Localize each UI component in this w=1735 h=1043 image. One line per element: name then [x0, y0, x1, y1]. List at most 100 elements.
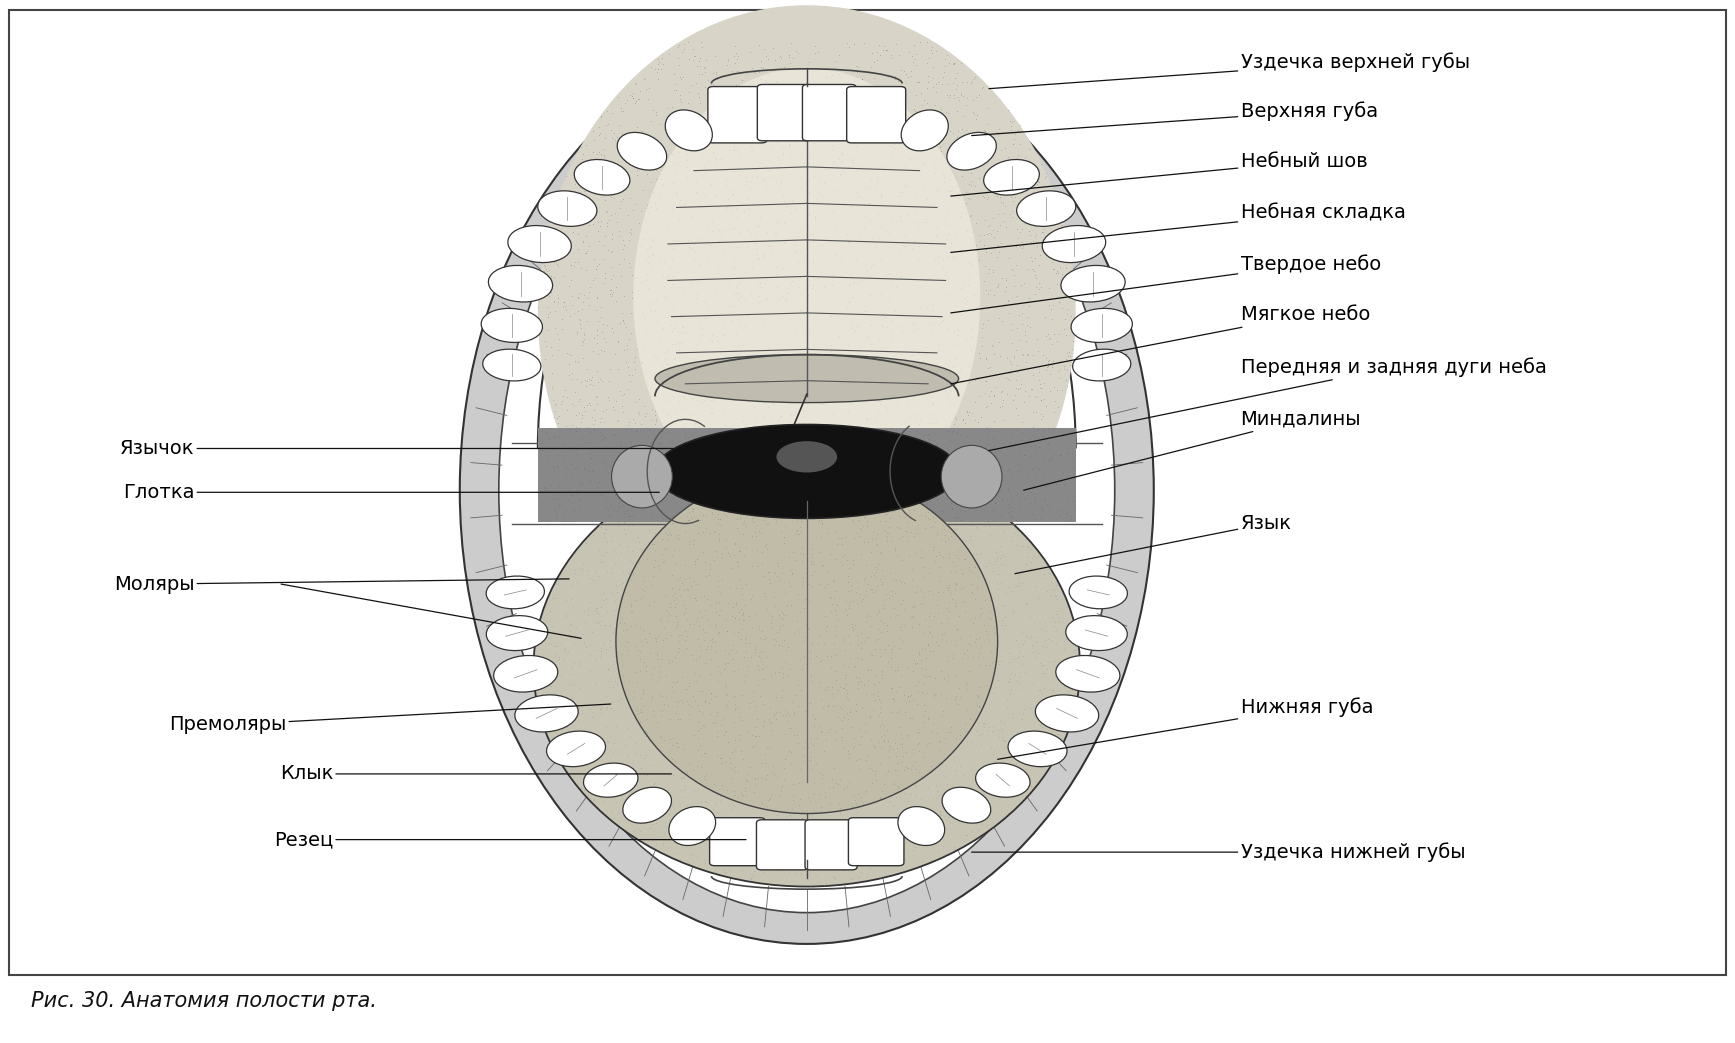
Point: [791, 345, 819, 362]
Point: [756, 417, 784, 434]
Point: [906, 411, 933, 428]
Point: [618, 648, 645, 664]
Point: [750, 696, 777, 712]
Point: [703, 549, 730, 565]
Point: [720, 713, 748, 730]
Point: [739, 522, 767, 538]
Point: [687, 333, 715, 349]
Point: [857, 237, 885, 253]
Point: [788, 73, 815, 90]
Point: [847, 673, 874, 689]
Point: [911, 664, 939, 681]
Point: [555, 629, 583, 646]
Point: [566, 405, 593, 421]
Point: [840, 355, 868, 371]
Point: [996, 579, 1024, 596]
Point: [921, 685, 949, 702]
Point: [654, 732, 682, 749]
Point: [569, 337, 597, 354]
Point: [665, 724, 692, 741]
Point: [935, 382, 963, 398]
Point: [796, 820, 824, 836]
Point: [836, 392, 864, 409]
Point: [954, 503, 982, 519]
Point: [736, 593, 763, 610]
Point: [687, 58, 715, 75]
Point: [930, 753, 958, 770]
Point: [933, 610, 961, 627]
Point: [701, 224, 729, 241]
Point: [946, 543, 973, 560]
Point: [625, 282, 652, 298]
Point: [756, 126, 784, 143]
Point: [928, 807, 956, 824]
Point: [779, 459, 807, 476]
Point: [748, 826, 776, 843]
Point: [758, 747, 786, 763]
Point: [701, 147, 729, 164]
Point: [722, 325, 750, 342]
Point: [723, 421, 751, 438]
Point: [644, 525, 671, 541]
Point: [578, 423, 606, 440]
Point: [887, 156, 914, 173]
Point: [819, 698, 847, 714]
Point: [942, 562, 970, 579]
Point: [791, 645, 819, 661]
Point: [703, 467, 730, 484]
Point: [635, 729, 663, 746]
Point: [979, 337, 1006, 354]
Point: [711, 726, 739, 743]
Point: [734, 307, 762, 323]
Point: [633, 280, 661, 296]
Point: [654, 99, 682, 116]
Point: [998, 601, 1025, 617]
Point: [954, 662, 982, 679]
Point: [746, 693, 774, 709]
Point: [821, 81, 848, 98]
Point: [815, 418, 843, 435]
Point: [847, 157, 874, 174]
Point: [569, 331, 597, 347]
Point: [913, 467, 940, 484]
Point: [670, 142, 697, 159]
Point: [1008, 315, 1036, 332]
Point: [869, 821, 897, 838]
Point: [658, 299, 685, 316]
Point: [786, 346, 814, 363]
Point: [815, 541, 843, 558]
Point: [720, 138, 748, 154]
Point: [906, 815, 933, 831]
Point: [590, 414, 618, 431]
Point: [828, 688, 855, 705]
Point: [850, 195, 878, 212]
Point: [750, 120, 777, 137]
Text: Моляры: Моляры: [115, 575, 569, 593]
Point: [864, 482, 892, 499]
Point: [1001, 434, 1029, 451]
Point: [829, 548, 857, 564]
Point: [937, 139, 965, 155]
Point: [857, 828, 885, 845]
Point: [1010, 537, 1038, 554]
Point: [529, 283, 557, 299]
Point: [689, 507, 717, 524]
Point: [991, 283, 1018, 299]
Text: Язычок: Язычок: [120, 439, 673, 458]
Point: [1050, 358, 1077, 374]
Point: [677, 461, 704, 478]
Point: [767, 611, 795, 628]
Point: [809, 767, 836, 783]
Point: [765, 407, 793, 423]
Point: [597, 207, 625, 223]
Point: [529, 696, 557, 712]
Point: [649, 554, 677, 571]
Point: [1020, 485, 1048, 502]
Point: [552, 606, 579, 623]
Point: [973, 425, 1001, 441]
Point: [838, 480, 866, 496]
Point: [604, 437, 632, 454]
Point: [828, 731, 855, 748]
Point: [536, 288, 564, 305]
Point: [737, 528, 765, 544]
